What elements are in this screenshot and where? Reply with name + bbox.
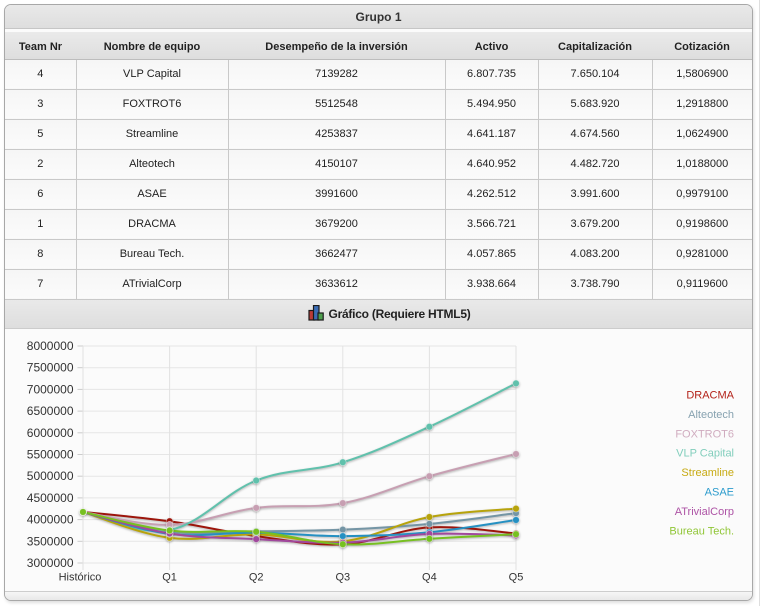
svg-text:DRACMA: DRACMA: [686, 390, 734, 402]
svg-text:7000000: 7000000: [27, 382, 74, 396]
svg-text:5500000: 5500000: [27, 448, 74, 462]
svg-text:8000000: 8000000: [27, 339, 74, 353]
svg-text:Q3: Q3: [335, 572, 350, 584]
svg-text:Q2: Q2: [249, 572, 264, 584]
svg-text:Alteotech: Alteotech: [688, 409, 734, 421]
svg-text:Streamline: Streamline: [681, 467, 734, 479]
svg-text:4500000: 4500000: [27, 491, 74, 505]
svg-text:Histórico: Histórico: [59, 572, 102, 584]
svg-text:7500000: 7500000: [27, 361, 74, 375]
svg-text:ASAE: ASAE: [705, 487, 734, 499]
svg-text:ATrivialCorp: ATrivialCorp: [675, 506, 734, 518]
svg-text:Bureau Tech.: Bureau Tech.: [669, 525, 734, 537]
svg-text:FOXTROT6: FOXTROT6: [675, 428, 734, 440]
svg-text:Q1: Q1: [162, 572, 177, 584]
svg-text:6000000: 6000000: [27, 426, 74, 440]
svg-text:6500000: 6500000: [27, 404, 74, 418]
svg-text:Q5: Q5: [509, 572, 524, 584]
svg-text:5000000: 5000000: [27, 469, 74, 483]
svg-text:VLP Capital: VLP Capital: [676, 448, 734, 460]
svg-text:Q4: Q4: [422, 572, 437, 584]
svg-text:3500000: 3500000: [27, 534, 74, 548]
svg-text:4000000: 4000000: [27, 513, 74, 527]
svg-text:3000000: 3000000: [27, 556, 74, 570]
